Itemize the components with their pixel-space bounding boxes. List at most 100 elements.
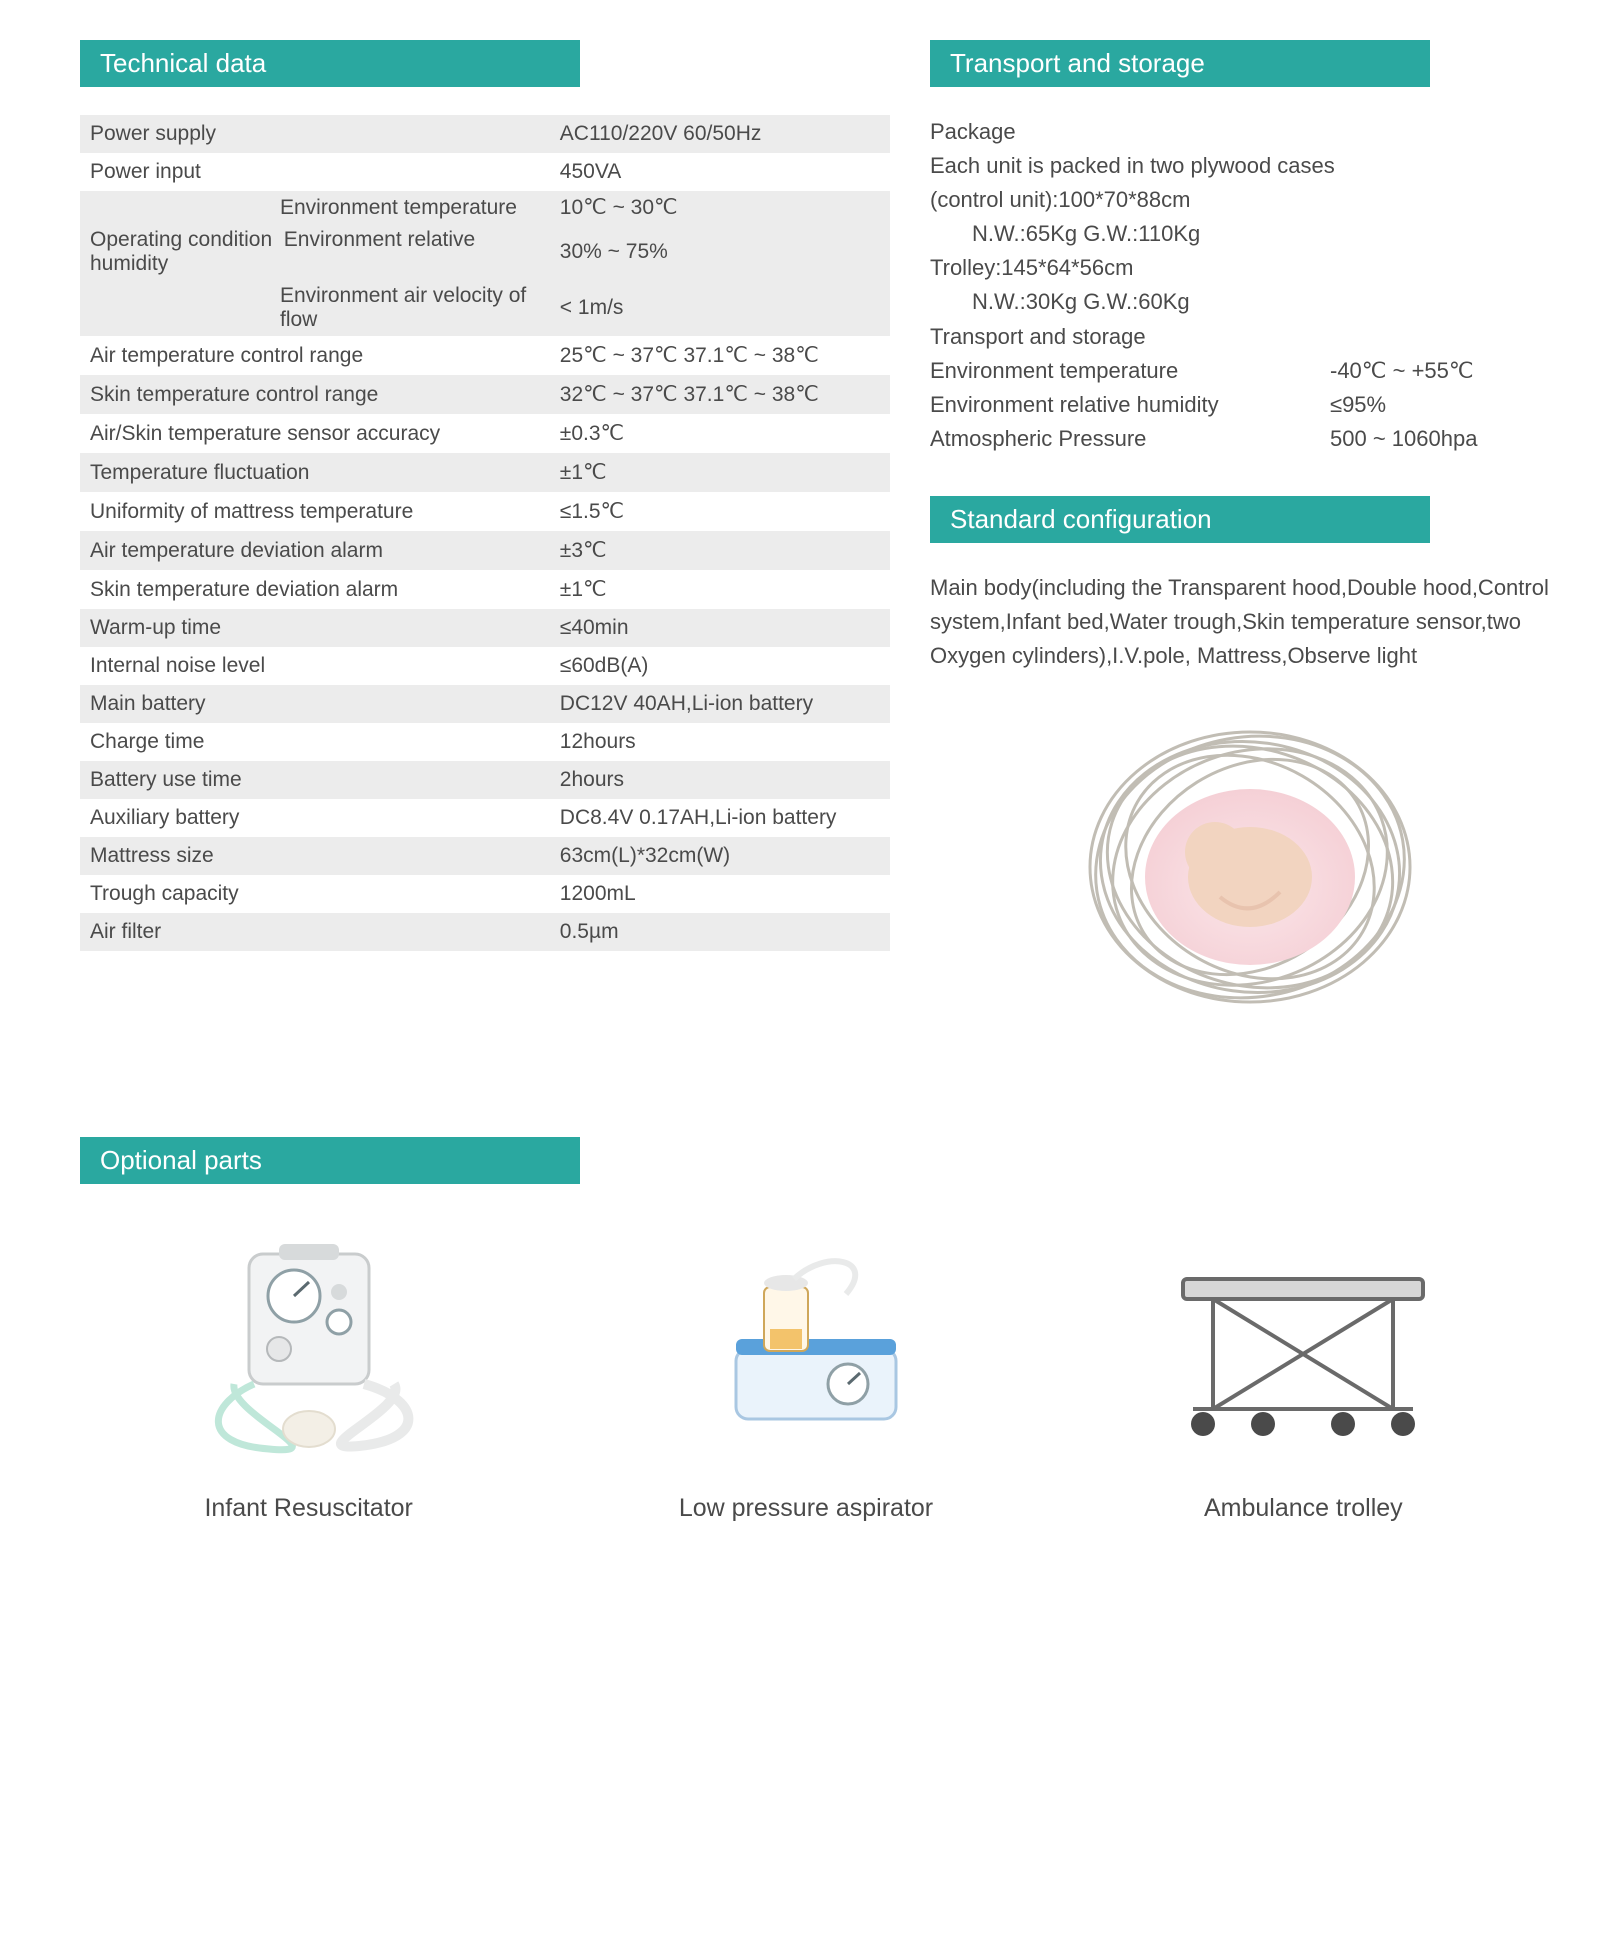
tech-row: Charge time12hours [80,723,890,761]
tech-row: Trough capacity1200mL [80,875,890,913]
tech-row: Power supplyAC110/220V 60/50Hz [80,115,890,153]
transport-line: Transport and storage [930,320,1570,354]
transport-kv-row: Atmospheric Pressure500 ~ 1060hpa [930,422,1570,456]
transport-line: Trolley:145*64*56cm [930,251,1570,285]
tech-value: < 1m/s [550,280,890,336]
tech-row: Warm-up time≤40min [80,609,890,647]
tech-label: Operating condition Environment relative… [80,224,550,280]
transport-kv-value: -40℃ ~ +55℃ [1330,354,1474,388]
left-column: Technical data Power supplyAC110/220V 60… [80,40,890,1057]
tech-label: Trough capacity [80,875,550,913]
optional-part-card: Low pressure aspirator [577,1224,1034,1523]
tech-value: 2hours [550,761,890,799]
optional-part-label: Infant Resuscitator [80,1494,537,1523]
tech-value: ±1℃ [550,570,890,609]
tech-row: Air/Skin temperature sensor accuracy±0.3… [80,414,890,453]
optional-part-card: Ambulance trolley [1075,1224,1532,1523]
tech-value: 63cm(L)*32cm(W) [550,837,890,875]
optional-part-card: Infant Resuscitator [80,1224,537,1523]
tech-value: 1200mL [550,875,890,913]
tech-label: Uniformity of mattress temperature [80,492,550,531]
tech-row: Main batteryDC12V 40AH,Li-ion battery [80,685,890,723]
tech-value: ±1℃ [550,453,890,492]
tech-value: 30% ~ 75% [550,224,890,280]
transport-storage-block: Transport and storage Package Each unit … [930,40,1570,456]
tech-value: AC110/220V 60/50Hz [550,115,890,153]
tech-label: Battery use time [80,761,550,799]
transport-kv-key: Atmospheric Pressure [930,422,1330,456]
transport-line: (control unit):100*70*88cm [930,183,1570,217]
tech-row: Air filter0.5µm [80,913,890,951]
trolley-icon [1075,1224,1532,1474]
tech-label: Charge time [80,723,550,761]
tech-row: Power input450VA [80,153,890,191]
tech-value: ±0.3℃ [550,414,890,453]
tech-value: ≤1.5℃ [550,492,890,531]
tech-value: 450VA [550,153,890,191]
resuscitator-icon [80,1224,537,1474]
transport-kv-row: Environment temperature-40℃ ~ +55℃ [930,354,1570,388]
standard-config-text: Main body(including the Transparent hood… [930,571,1570,673]
tech-label: Power supply [80,115,550,153]
tech-row: Mattress size63cm(L)*32cm(W) [80,837,890,875]
tech-value: 32℃ ~ 37℃ 37.1℃ ~ 38℃ [550,375,890,414]
transport-kv-key: Environment relative humidity [930,388,1330,422]
tech-label: Auxiliary battery [80,799,550,837]
transport-line-indent: N.W.:65Kg G.W.:110Kg [930,217,1570,251]
transport-kv-row: Environment relative humidity≤95% [930,388,1570,422]
tech-label: Environment temperature [80,191,550,224]
tech-label: Air temperature control range [80,336,550,375]
baby-nest-image [930,697,1570,1017]
tech-row: Air temperature control range25℃ ~ 37℃ 3… [80,336,890,375]
transport-storage-header: Transport and storage [930,40,1430,87]
tech-value: 10℃ ~ 30℃ [550,191,890,224]
tech-row: Battery use time2hours [80,761,890,799]
tech-row: Auxiliary batteryDC8.4V 0.17AH,Li-ion ba… [80,799,890,837]
tech-row: Skin temperature control range32℃ ~ 37℃ … [80,375,890,414]
tech-label: Skin temperature control range [80,375,550,414]
optional-parts-section: Optional parts Infant Resuscitator [80,1137,1532,1523]
aspirator-icon [577,1224,1034,1474]
tech-value: 0.5µm [550,913,890,951]
tech-label: Power input [80,153,550,191]
transport-line: Each unit is packed in two plywood cases [930,149,1570,183]
standard-config-header: Standard configuration [930,496,1430,543]
optional-part-label: Ambulance trolley [1075,1494,1532,1523]
tech-label: Air filter [80,913,550,951]
tech-row-operating-condition: Environment air velocity of flow< 1m/s [80,280,890,336]
standard-config-block: Standard configuration Main body(includi… [930,496,1570,1017]
tech-value: DC8.4V 0.17AH,Li-ion battery [550,799,890,837]
tech-label: Air/Skin temperature sensor accuracy [80,414,550,453]
transport-kv-key: Environment temperature [930,354,1330,388]
tech-label: Mattress size [80,837,550,875]
tech-label: Main battery [80,685,550,723]
transport-line: Package [930,115,1570,149]
tech-row: Temperature fluctuation±1℃ [80,453,890,492]
tech-row: Internal noise level≤60dB(A) [80,647,890,685]
right-column: Transport and storage Package Each unit … [930,40,1570,1057]
tech-label: Warm-up time [80,609,550,647]
tech-row: Air temperature deviation alarm±3℃ [80,531,890,570]
tech-value: 25℃ ~ 37℃ 37.1℃ ~ 38℃ [550,336,890,375]
transport-line-indent: N.W.:30Kg G.W.:60Kg [930,285,1570,319]
tech-row-operating-condition: Environment temperature10℃ ~ 30℃ [80,191,890,224]
tech-value: 12hours [550,723,890,761]
optional-part-label: Low pressure aspirator [577,1494,1034,1523]
tech-value: DC12V 40AH,Li-ion battery [550,685,890,723]
technical-data-header: Technical data [80,40,580,87]
tech-label: Internal noise level [80,647,550,685]
technical-data-table: Power supplyAC110/220V 60/50HzPower inpu… [80,115,890,951]
optional-parts-header: Optional parts [80,1137,580,1184]
tech-value: ≤40min [550,609,890,647]
tech-row: Skin temperature deviation alarm±1℃ [80,570,890,609]
tech-row: Uniformity of mattress temperature≤1.5℃ [80,492,890,531]
transport-kv-value: 500 ~ 1060hpa [1330,422,1477,456]
tech-row-operating-condition: Operating condition Environment relative… [80,224,890,280]
tech-label: Environment air velocity of flow [80,280,550,336]
tech-value: ≤60dB(A) [550,647,890,685]
tech-label: Temperature fluctuation [80,453,550,492]
transport-kv-value: ≤95% [1330,388,1386,422]
tech-label: Skin temperature deviation alarm [80,570,550,609]
tech-value: ±3℃ [550,531,890,570]
tech-label: Air temperature deviation alarm [80,531,550,570]
